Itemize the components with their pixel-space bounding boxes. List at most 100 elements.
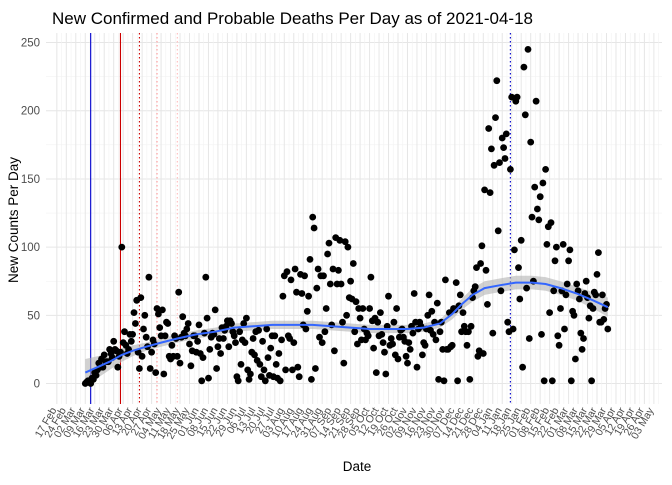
data-point bbox=[500, 144, 507, 152]
data-point bbox=[593, 271, 601, 278]
data-point bbox=[118, 243, 126, 251]
data-point bbox=[377, 309, 384, 316]
y-tick-label: 0 bbox=[34, 379, 40, 391]
data-point bbox=[127, 337, 135, 345]
data-point bbox=[548, 377, 556, 385]
data-point bbox=[501, 155, 509, 162]
data-point bbox=[576, 295, 583, 303]
data-point bbox=[293, 288, 300, 296]
data-point bbox=[466, 376, 474, 383]
data-point bbox=[517, 236, 525, 244]
data-point bbox=[460, 322, 468, 330]
data-point bbox=[555, 341, 563, 349]
data-point bbox=[421, 341, 429, 349]
data-point bbox=[582, 277, 590, 285]
data-point bbox=[186, 340, 193, 348]
data-point bbox=[146, 365, 154, 372]
data-point bbox=[312, 365, 319, 372]
data-point bbox=[316, 333, 323, 341]
data-point bbox=[519, 363, 526, 371]
data-point bbox=[488, 145, 495, 153]
smooth-line bbox=[84, 281, 609, 374]
x-axis-label: Date bbox=[343, 459, 372, 474]
data-point bbox=[448, 341, 456, 349]
data-point bbox=[137, 294, 145, 301]
data-point bbox=[243, 314, 250, 322]
data-point bbox=[436, 328, 444, 336]
data-point bbox=[419, 351, 426, 359]
data-point bbox=[261, 377, 269, 385]
data-point bbox=[516, 295, 524, 303]
data-point bbox=[409, 329, 417, 337]
data-point bbox=[331, 347, 338, 355]
data-point bbox=[356, 314, 364, 322]
data-point bbox=[232, 339, 239, 346]
y-tick-label: 250 bbox=[21, 38, 40, 50]
data-point bbox=[374, 318, 382, 326]
data-point bbox=[240, 320, 248, 327]
data-point bbox=[359, 305, 367, 312]
data-point bbox=[310, 224, 318, 232]
data-point bbox=[247, 370, 254, 378]
y-tick-label: 50 bbox=[27, 310, 40, 322]
y-axis: 0 50 100 150 200 250 bbox=[21, 38, 40, 391]
data-point bbox=[554, 332, 562, 340]
data-point bbox=[551, 257, 559, 265]
data-point bbox=[159, 306, 166, 314]
data-point bbox=[339, 318, 346, 326]
data-point bbox=[567, 377, 575, 385]
data-point bbox=[264, 354, 272, 361]
data-point bbox=[184, 320, 192, 327]
data-point bbox=[153, 305, 161, 312]
data-point bbox=[511, 246, 518, 254]
data-point bbox=[484, 301, 491, 308]
data-point bbox=[114, 363, 122, 371]
data-point bbox=[429, 331, 437, 338]
data-point bbox=[387, 335, 395, 342]
data-point bbox=[531, 183, 539, 191]
data-point bbox=[477, 260, 484, 267]
y-tick-label: 150 bbox=[21, 174, 40, 186]
data-point bbox=[121, 328, 128, 336]
data-point bbox=[573, 280, 581, 288]
data-point bbox=[515, 264, 522, 271]
data-point bbox=[588, 377, 595, 385]
data-point bbox=[479, 350, 487, 357]
confidence-ribbon bbox=[85, 275, 608, 387]
data-point bbox=[538, 331, 545, 338]
data-point bbox=[309, 213, 317, 221]
data-point bbox=[366, 305, 373, 312]
data-point bbox=[326, 280, 334, 288]
data-point bbox=[194, 337, 202, 345]
data-point bbox=[303, 307, 311, 315]
data-point bbox=[230, 332, 238, 340]
data-point bbox=[156, 324, 164, 331]
data-point bbox=[289, 366, 296, 374]
data-point bbox=[276, 377, 284, 385]
data-point bbox=[279, 292, 287, 300]
data-point bbox=[138, 352, 146, 360]
data-point bbox=[275, 350, 283, 357]
data-point bbox=[599, 291, 606, 299]
data-point bbox=[543, 241, 551, 248]
data-point bbox=[478, 242, 486, 250]
data-point bbox=[306, 256, 314, 263]
data-point bbox=[589, 305, 597, 312]
data-point bbox=[272, 361, 280, 368]
data-point bbox=[100, 351, 108, 359]
smooth-trend-line bbox=[84, 281, 609, 374]
data-point bbox=[523, 284, 530, 292]
data-point bbox=[527, 138, 535, 146]
data-point bbox=[521, 111, 529, 119]
data-point bbox=[195, 321, 203, 329]
data-point bbox=[367, 273, 375, 281]
data-point bbox=[557, 305, 564, 312]
data-point bbox=[260, 366, 268, 374]
data-point bbox=[236, 328, 244, 336]
data-point bbox=[502, 130, 510, 138]
data-point bbox=[301, 272, 308, 280]
data-point bbox=[325, 239, 333, 247]
data-point bbox=[494, 227, 502, 235]
data-point bbox=[168, 341, 176, 349]
